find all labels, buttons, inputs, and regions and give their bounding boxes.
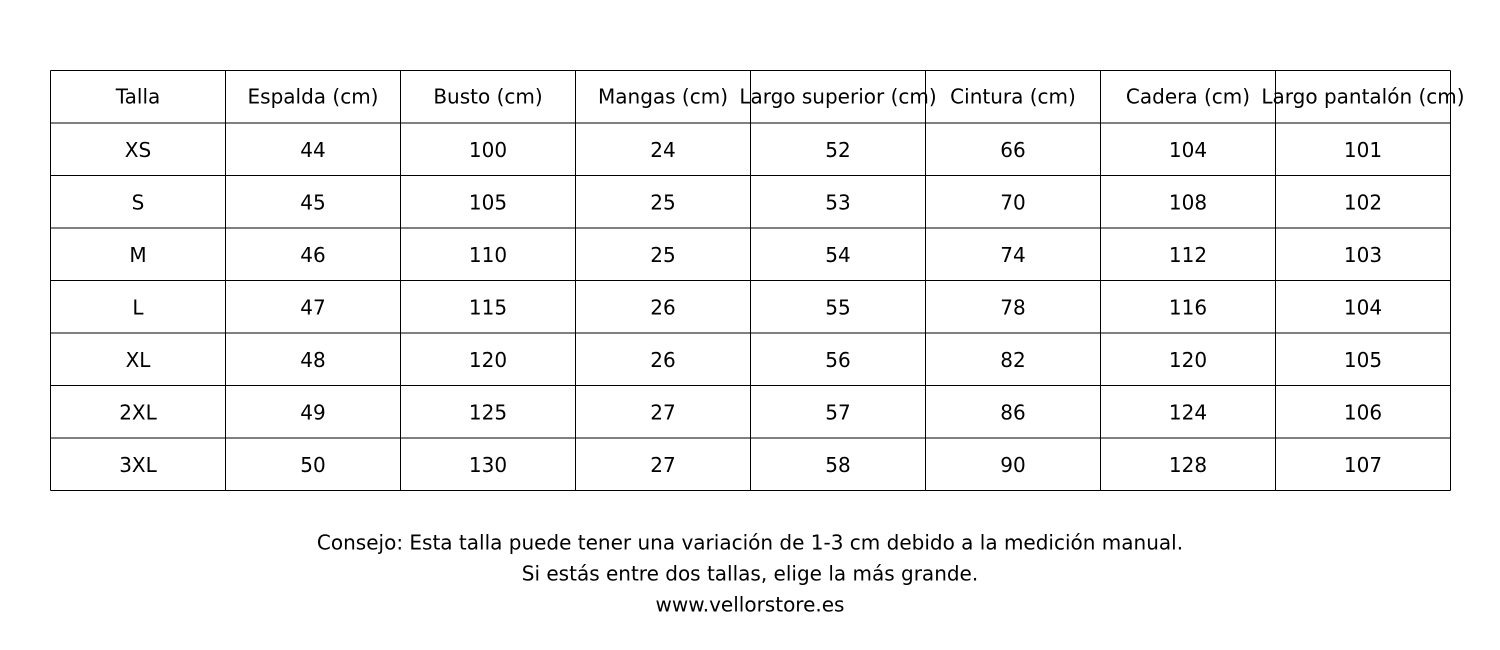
- table-cell: 108: [1169, 190, 1207, 214]
- table-cell: 100: [469, 138, 507, 162]
- table-cell: 25: [650, 243, 675, 267]
- table-cell: 120: [469, 348, 507, 372]
- table-cell: 116: [1169, 295, 1207, 319]
- table-cell: XS: [125, 138, 151, 162]
- table-cell: 128: [1169, 453, 1207, 477]
- table-cell: 103: [1344, 243, 1382, 267]
- header-cell: Cadera (cm): [1126, 84, 1250, 108]
- table-cell: 120: [1169, 348, 1207, 372]
- table-cell: 78: [1000, 295, 1025, 319]
- header-cell: Espalda (cm): [248, 84, 379, 108]
- table-cell: 27: [650, 400, 675, 424]
- table-cell: 104: [1344, 295, 1382, 319]
- header-cell: Cintura (cm): [950, 84, 1076, 108]
- header-cell: Largo pantalón (cm): [1261, 84, 1464, 108]
- table-cell: 27: [650, 453, 675, 477]
- table-cell: 25: [650, 190, 675, 214]
- header-cell: Mangas (cm): [598, 84, 728, 108]
- table-cell: 106: [1344, 400, 1382, 424]
- table-cell: 57: [825, 400, 850, 424]
- table-cell: L: [132, 295, 144, 319]
- table-cell: M: [129, 243, 146, 267]
- table-cell: 47: [300, 295, 325, 319]
- table-cell: 101: [1344, 138, 1382, 162]
- table-cell: 105: [469, 190, 507, 214]
- table-cell: 3XL: [119, 453, 157, 477]
- table-cell: 90: [1000, 453, 1025, 477]
- table-cell: 105: [1344, 348, 1382, 372]
- table-cell: 26: [650, 348, 675, 372]
- table-cell: 124: [1169, 400, 1207, 424]
- note: www.vellorstore.es: [656, 593, 845, 617]
- header-cell: Talla: [115, 84, 161, 108]
- note: Consejo: Esta talla puede tener una vari…: [317, 531, 1183, 555]
- table-cell: 74: [1000, 243, 1025, 267]
- table-cell: 2XL: [119, 400, 157, 424]
- table-cell: 112: [1169, 243, 1207, 267]
- table-cell: 48: [300, 348, 325, 372]
- note: Si estás entre dos tallas, elige la más …: [522, 562, 978, 586]
- table-cell: S: [132, 190, 145, 214]
- table-cell: 82: [1000, 348, 1025, 372]
- table-cell: 70: [1000, 190, 1025, 214]
- table-cell: 107: [1344, 453, 1382, 477]
- table-cell: 110: [469, 243, 507, 267]
- table-cell: 45: [300, 190, 325, 214]
- table-cell: 58: [825, 453, 850, 477]
- table-cell: 130: [469, 453, 507, 477]
- table-cell: 104: [1169, 138, 1207, 162]
- table-cell: 125: [469, 400, 507, 424]
- table-cell: 54: [825, 243, 850, 267]
- table-cell: 46: [300, 243, 325, 267]
- table-cell: 53: [825, 190, 850, 214]
- table-cell: 56: [825, 348, 850, 372]
- table-cell: 24: [650, 138, 675, 162]
- table-cell: 55: [825, 295, 850, 319]
- table-cell: 102: [1344, 190, 1382, 214]
- table-cell: 44: [300, 138, 325, 162]
- table-cell: 86: [1000, 400, 1025, 424]
- table-cell: 26: [650, 295, 675, 319]
- table-cell: 115: [469, 295, 507, 319]
- header-cell: Largo superior (cm): [739, 84, 936, 108]
- table-cell: 50: [300, 453, 325, 477]
- header-cell: Busto (cm): [433, 84, 542, 108]
- table-cell: 52: [825, 138, 850, 162]
- table-cell: 49: [300, 400, 325, 424]
- table-cell: 66: [1000, 138, 1025, 162]
- table-cell: XL: [126, 348, 152, 372]
